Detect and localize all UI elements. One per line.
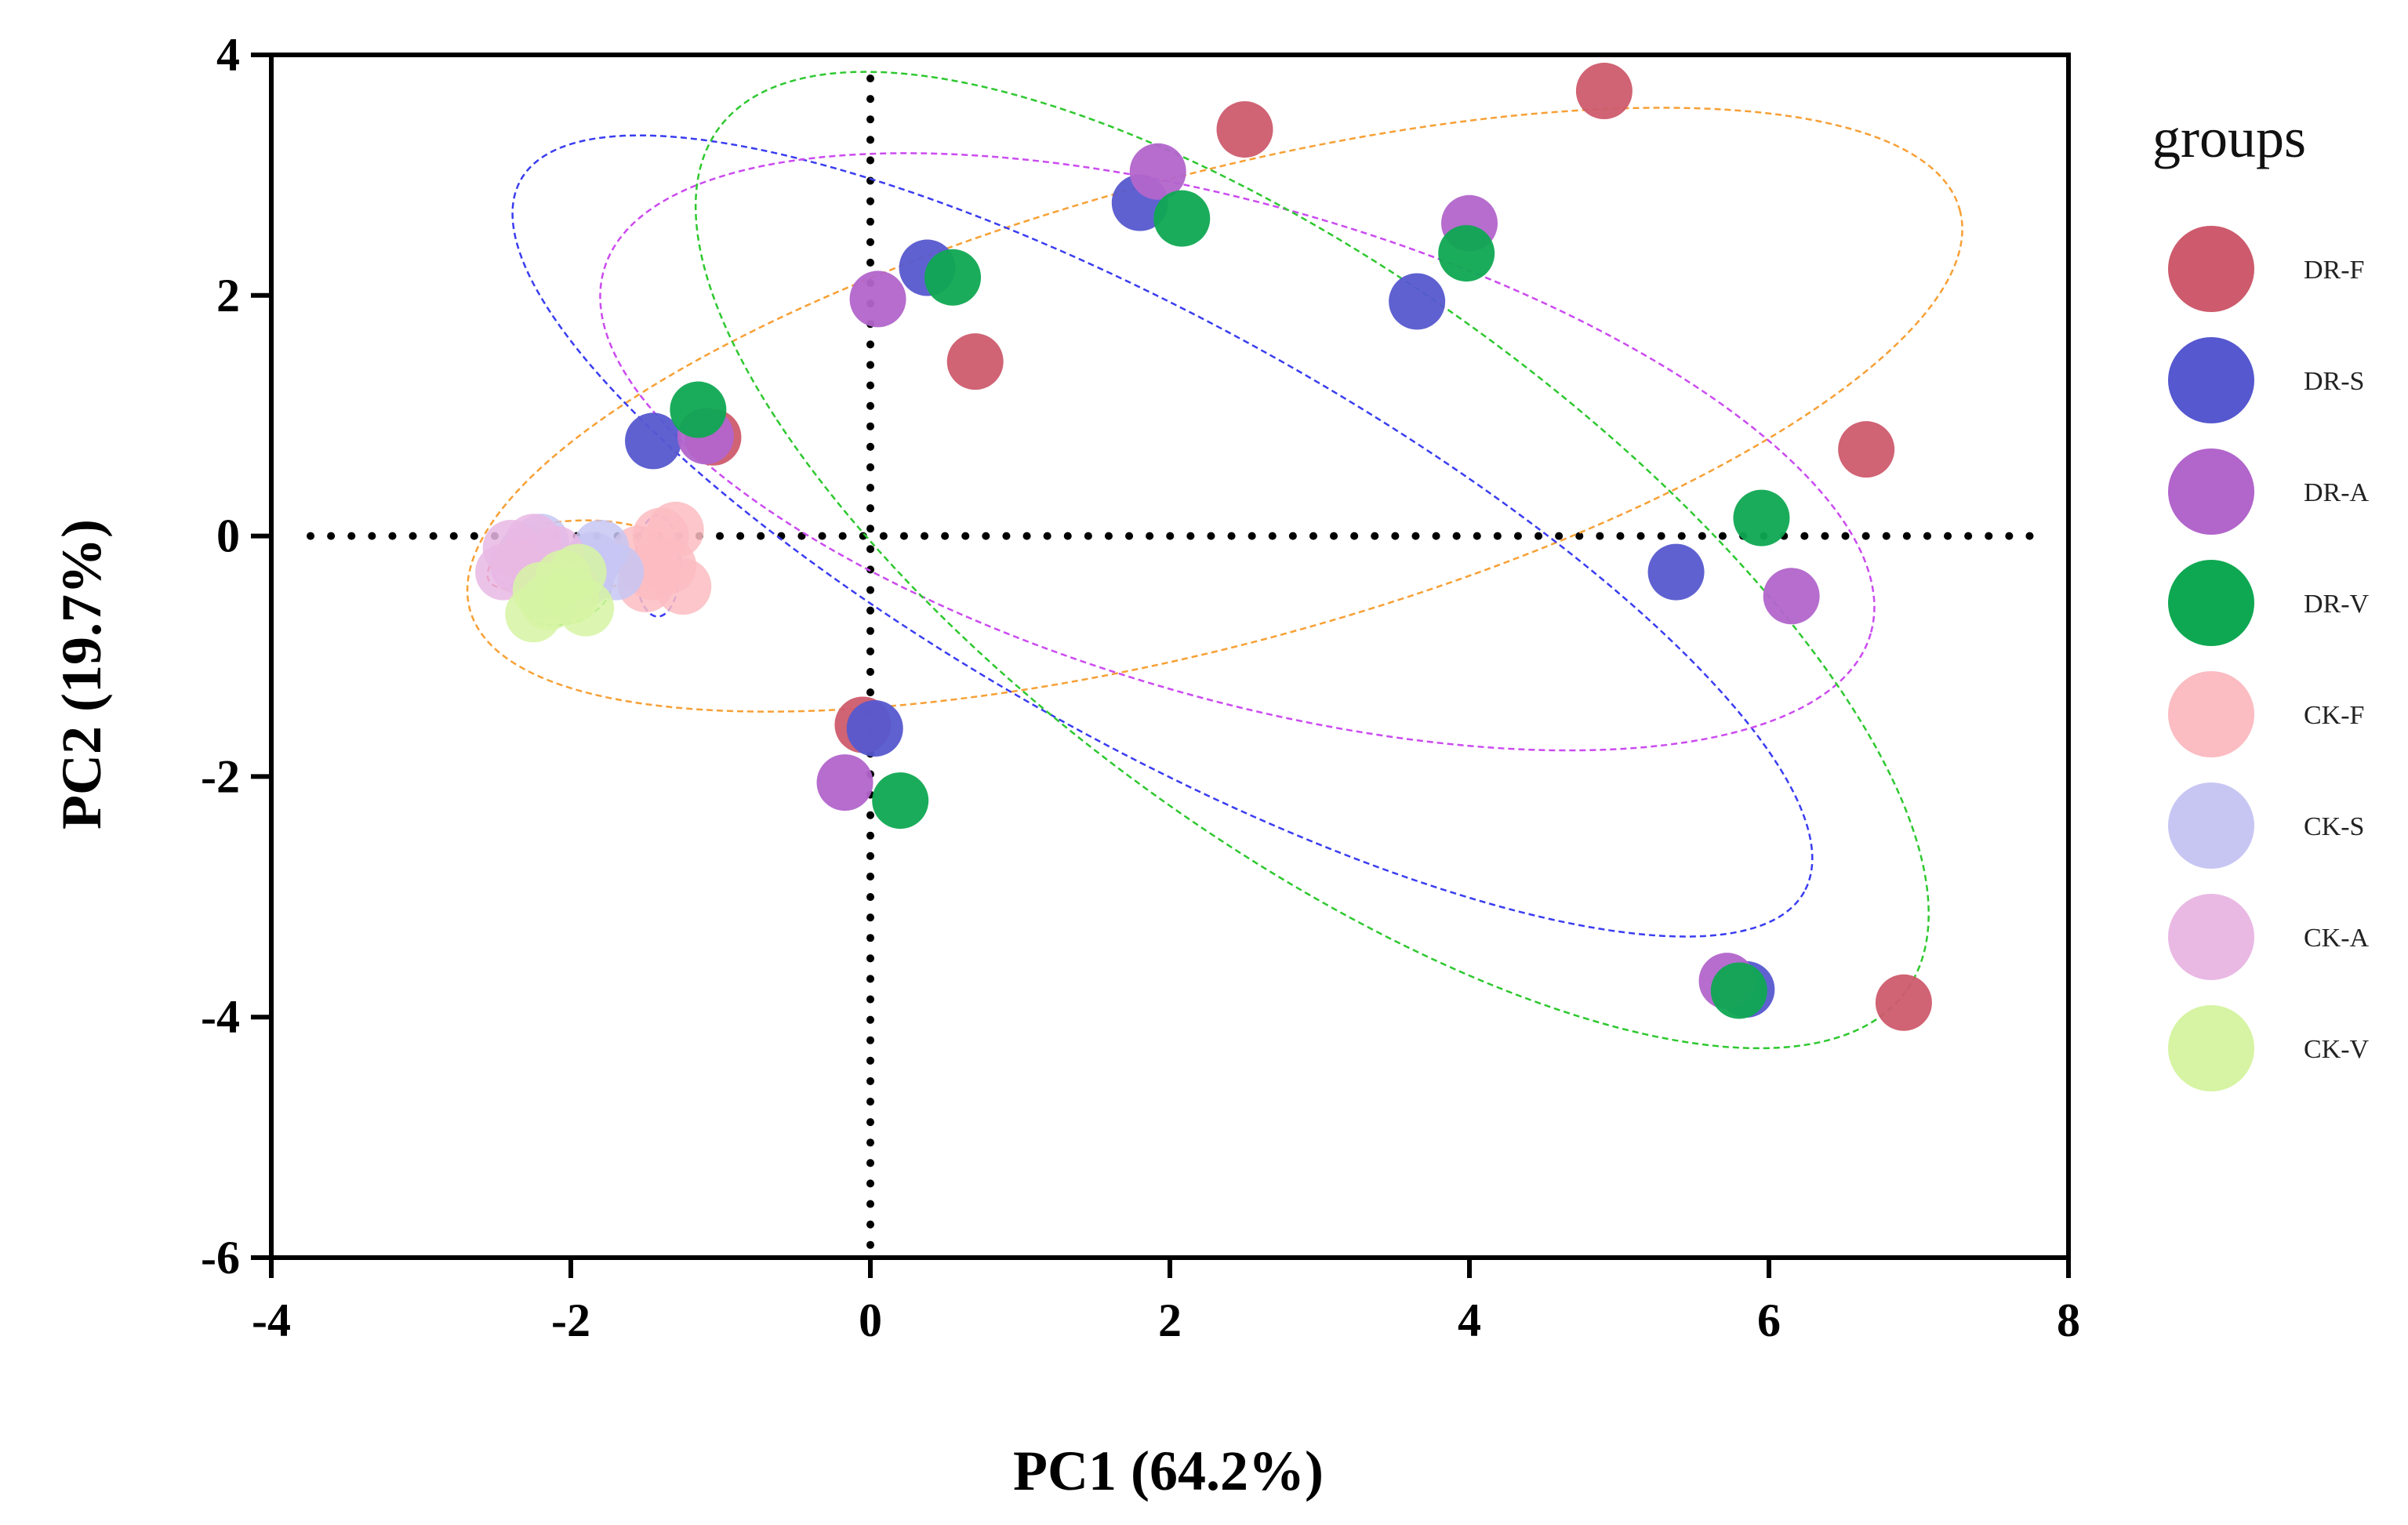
confidence-ellipse-dr-a: [599, 152, 1876, 752]
x-tick-label: 6: [1757, 1294, 1781, 1346]
point-ck-v: [512, 561, 569, 619]
point-ck-f: [647, 501, 704, 558]
point-dr-s: [1389, 273, 1446, 330]
legend-marker-ck-f: [2168, 671, 2254, 757]
point-dr-v: [1153, 190, 1211, 247]
point-dr-v: [924, 249, 982, 306]
legend-label-ck-a: CK-A: [2304, 924, 2370, 953]
legend-label-dr-v: DR-V: [2304, 590, 2370, 619]
legend-label-dr-a: DR-A: [2304, 478, 2370, 507]
legend-marker-ck-s: [2168, 782, 2254, 869]
legend-marker-dr-a: [2168, 448, 2254, 535]
legend-marker-dr-f: [2168, 226, 2254, 312]
confidence-ellipse-dr-v: [694, 71, 1930, 1050]
point-dr-s: [1647, 543, 1705, 601]
legend-label-dr-s: DR-S: [2304, 367, 2364, 396]
y-tick-label: 4: [216, 29, 240, 81]
y-tick-label: 0: [216, 510, 240, 562]
point-ck-a: [482, 519, 539, 576]
y-axis-title: PC2 (19.7%): [50, 519, 113, 830]
point-dr-v: [1710, 962, 1767, 1019]
legend-label-ck-v: CK-V: [2304, 1035, 2370, 1064]
point-dr-v: [872, 772, 929, 830]
legend-title: groups: [2152, 107, 2306, 169]
legend-marker-dr-s: [2168, 337, 2254, 423]
point-dr-v: [670, 381, 727, 438]
point-dr-f: [946, 333, 1004, 390]
point-dr-f: [1838, 421, 1895, 478]
x-axis-title: PC1 (64.2%): [1013, 1440, 1324, 1502]
legend-marker-dr-v: [2168, 560, 2254, 646]
point-dr-s: [625, 412, 682, 470]
y-tick-label: -6: [201, 1232, 240, 1284]
legend-marker-ck-a: [2168, 894, 2254, 980]
x-tick-label: 8: [2057, 1294, 2080, 1346]
y-tick-label: -2: [201, 750, 240, 802]
x-tick-label: 2: [1158, 1294, 1182, 1346]
point-dr-f: [1575, 63, 1633, 120]
point-dr-a: [816, 754, 873, 812]
x-tick-label: 0: [859, 1294, 882, 1346]
point-dr-a: [1129, 143, 1186, 200]
legend-label-ck-s: CK-S: [2304, 812, 2364, 841]
legend-label-dr-f: DR-F: [2304, 256, 2364, 285]
point-dr-v: [1438, 225, 1495, 282]
x-tick-label: -2: [551, 1294, 590, 1346]
y-tick-label: 2: [216, 270, 240, 321]
legend: groups DR-F DR-S DR-A DR-V CK-F CK-S CK-A CK-V: [2152, 107, 2370, 1091]
legend-label-ck-f: CK-F: [2304, 701, 2364, 730]
point-dr-s: [846, 700, 903, 757]
point-dr-v: [1733, 489, 1790, 546]
point-dr-a: [1763, 568, 1820, 625]
point-dr-f: [1216, 101, 1273, 158]
y-tick-label: -4: [201, 991, 240, 1043]
legend-marker-ck-v: [2168, 1005, 2254, 1091]
point-dr-a: [849, 271, 906, 328]
point-dr-f: [1875, 974, 1932, 1031]
x-tick-label: 4: [1458, 1294, 1481, 1346]
x-tick-label: -4: [252, 1294, 291, 1346]
